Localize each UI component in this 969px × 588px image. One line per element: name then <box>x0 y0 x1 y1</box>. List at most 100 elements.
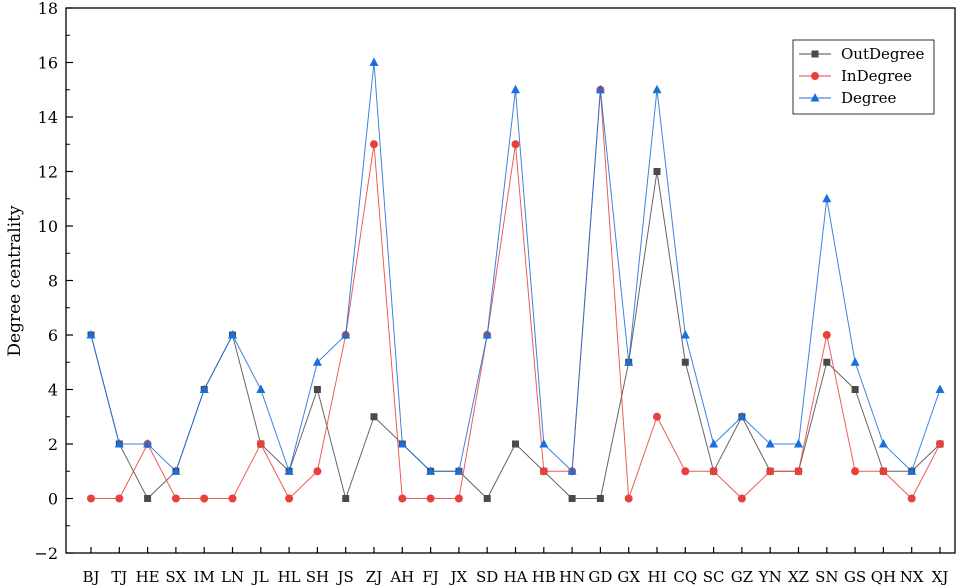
degree-point <box>878 439 888 448</box>
outdegree-point <box>512 440 519 448</box>
indegree-point <box>200 494 209 503</box>
outdegree-point <box>653 168 661 175</box>
outdegree-point <box>596 495 604 502</box>
series-group <box>86 57 945 503</box>
x-tick-label: TJ <box>111 568 127 586</box>
legend-item-indegree: InDegree <box>799 67 912 85</box>
degree-point <box>765 439 775 448</box>
x-tick-label: GD <box>588 568 612 586</box>
x-tick-label: ZJ <box>366 568 382 586</box>
indegree-point <box>936 440 944 448</box>
degree-point <box>709 439 719 448</box>
outdegree-point <box>823 358 831 366</box>
indegree-point <box>709 467 718 476</box>
x-tick-label: GZ <box>731 568 753 586</box>
indegree-point <box>426 494 435 503</box>
y-tick-label: 14 <box>38 108 58 127</box>
legend-marker <box>811 72 819 80</box>
x-axis-ticks: BJ TJ HE SX IM LN JL HL SH JS ZJ AH FJ JX SD HA HB HN GD GX… <box>82 547 948 586</box>
indegree-point <box>653 412 661 421</box>
y-tick-label: 2 <box>48 435 58 454</box>
x-tick-label: HN <box>559 568 585 586</box>
x-tick-label: HA <box>504 568 528 586</box>
indegree-point <box>794 467 803 476</box>
degree-point <box>143 439 153 448</box>
outdegree-point <box>342 495 350 502</box>
indegree-point <box>907 494 916 503</box>
indegree-point <box>454 494 463 503</box>
x-tick-label: SD <box>476 568 498 586</box>
x-tick-label: HL <box>278 568 301 586</box>
legend-label: OutDegree <box>841 45 925 63</box>
legend-marker <box>810 93 820 102</box>
indegree-point <box>539 467 548 476</box>
x-tick-label: QH <box>871 568 896 586</box>
degree-point <box>454 466 464 475</box>
x-tick-label: FJ <box>422 568 438 586</box>
x-tick-label: JX <box>449 568 468 586</box>
indegree-point <box>285 494 294 503</box>
legend-marker <box>811 50 819 58</box>
indegree-point <box>398 494 407 503</box>
x-tick-label: HE <box>136 568 160 586</box>
series-markers-degree <box>86 57 945 475</box>
legend-item-degree: Degree <box>799 89 897 107</box>
series-line-degree <box>90 62 941 473</box>
x-tick-label: NX <box>900 568 924 586</box>
x-tick-label: HI <box>647 568 666 586</box>
x-tick-label: SX <box>165 568 186 586</box>
x-tick-label: JS <box>336 568 354 586</box>
degree-point <box>171 466 181 475</box>
indegree-point <box>171 494 180 503</box>
degree-point <box>935 384 945 393</box>
degree-point <box>511 84 520 94</box>
x-tick-label: CQ <box>673 568 697 586</box>
degree-point <box>595 84 605 94</box>
indegree-point <box>228 494 237 503</box>
degree-point <box>539 439 549 448</box>
outdegree-point <box>144 495 152 502</box>
indegree-point <box>256 440 265 448</box>
indegree-point <box>681 467 690 476</box>
x-tick-label: SC <box>703 568 725 586</box>
degree-point <box>737 411 747 421</box>
y-axis-title: Degree centrality <box>5 205 25 357</box>
series-line-outdegree <box>90 171 941 501</box>
x-tick-label: XJ <box>932 568 949 586</box>
degree-point <box>199 384 209 393</box>
indegree-point <box>737 494 746 503</box>
indegree-point <box>313 467 322 476</box>
x-tick-label: BJ <box>82 568 99 586</box>
y-tick-label: 6 <box>48 326 58 345</box>
x-tick-label: JL <box>251 568 269 586</box>
degree-point <box>369 57 379 66</box>
degree-point <box>228 330 237 339</box>
indegree-point <box>511 140 520 149</box>
indegree-point <box>766 467 775 476</box>
degree-point <box>680 330 690 339</box>
y-tick-label: 18 <box>38 0 58 18</box>
degree-point <box>426 466 436 475</box>
y-tick-label: 12 <box>38 163 58 182</box>
degree-point <box>86 330 96 339</box>
x-tick-label: SH <box>306 568 329 586</box>
degree-point <box>256 384 266 393</box>
legend-item-outdegree: OutDegree <box>799 45 925 63</box>
y-tick-label: 0 <box>48 490 58 509</box>
outdegree-point <box>568 495 576 502</box>
legend-label: Degree <box>841 89 897 107</box>
indegree-point <box>115 494 124 503</box>
outdegree-point <box>483 495 491 502</box>
indegree-point <box>879 467 888 476</box>
series-line-indegree <box>91 89 941 500</box>
x-tick-label: HB <box>532 568 556 586</box>
indegree-point <box>624 494 633 503</box>
indegree-point <box>822 331 831 339</box>
legend: OutDegree InDegree Degree <box>792 39 935 115</box>
y-axis-ticks: −2 0 2 4 6 8 10 12 14 16 18 <box>34 0 73 563</box>
indegree-point <box>370 140 378 149</box>
x-tick-label: IM <box>194 568 215 586</box>
x-tick-label: GS <box>844 568 866 586</box>
degree-point <box>822 193 832 203</box>
